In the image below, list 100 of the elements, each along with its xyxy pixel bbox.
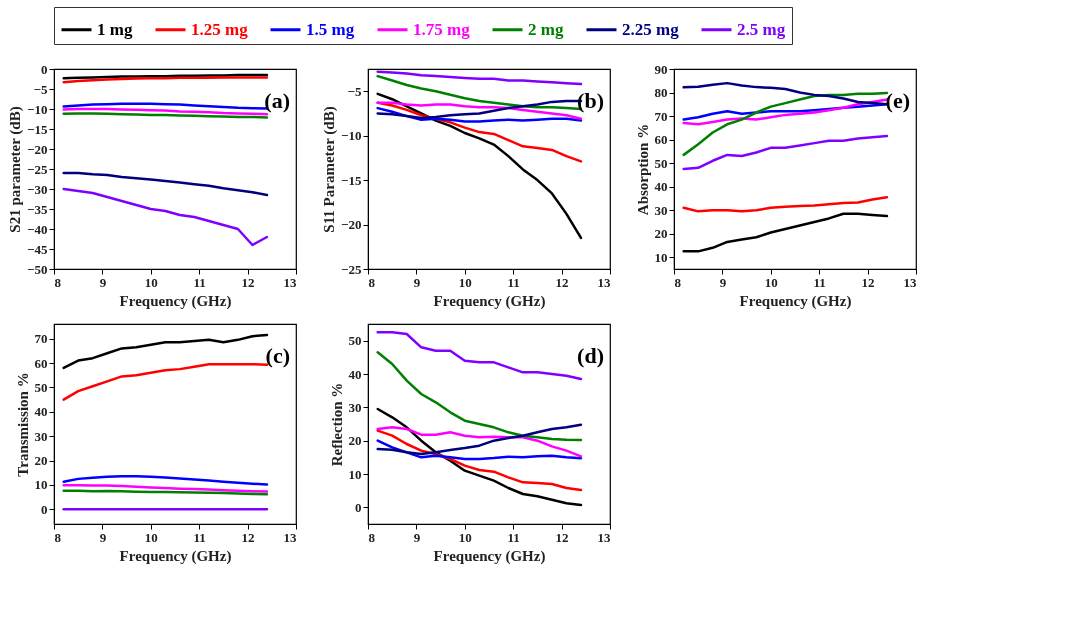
y-tick-label: −15	[27, 121, 48, 137]
x-axis-title: Frequency (GHz)	[433, 292, 546, 310]
legend-label: 1 mg	[97, 19, 133, 39]
y-tick-label: −20	[27, 141, 48, 157]
y-tick-label: −20	[341, 217, 362, 233]
y-tick-label: 20	[34, 453, 48, 469]
line-series	[62, 187, 269, 247]
x-tick-label: 8	[54, 529, 62, 545]
x-tick-label: 9	[719, 274, 727, 290]
line-series	[682, 212, 889, 253]
line-series	[62, 483, 269, 493]
y-tick-label: −10	[341, 128, 362, 144]
annotation: (d)	[577, 343, 604, 368]
legend-label: 1.75 mg	[413, 19, 471, 39]
y-tick-label: 30	[654, 202, 668, 218]
annotation: (b)	[577, 88, 604, 113]
y-tick-label: 30	[348, 399, 362, 415]
line-series	[376, 439, 583, 461]
x-tick-label: 10	[458, 274, 472, 290]
y-tick-label: 0	[41, 61, 48, 77]
x-tick-label: 13	[597, 529, 611, 545]
y-axis-title: Transmission %	[14, 372, 31, 477]
x-axis-title: Frequency (GHz)	[119, 292, 232, 310]
line-series	[62, 474, 269, 486]
y-tick-label: 0	[41, 501, 48, 517]
x-tick-label: 9	[99, 274, 107, 290]
x-tick-label: 13	[283, 529, 297, 545]
y-tick-label: 0	[355, 499, 362, 515]
y-tick-label: −25	[27, 161, 48, 177]
y-tick-label: 50	[348, 333, 362, 349]
y-tick-label: 20	[654, 226, 668, 242]
y-tick-label: 50	[34, 379, 48, 395]
x-axis-title: Frequency (GHz)	[119, 547, 232, 565]
y-tick-label: 10	[348, 466, 362, 482]
y-tick-label: 70	[34, 331, 48, 347]
line-series	[62, 171, 269, 197]
x-axis-title: Frequency (GHz)	[433, 547, 546, 565]
x-tick-label: 11	[507, 529, 520, 545]
y-tick-label: −35	[27, 201, 48, 217]
legend-label: 2.25 mg	[622, 19, 680, 39]
x-tick-label: 8	[54, 274, 62, 290]
x-tick-label: 13	[597, 274, 611, 290]
y-tick-label: −15	[341, 172, 362, 188]
x-tick-label: 11	[507, 274, 520, 290]
y-tick-label: −30	[27, 181, 48, 197]
legend-label: 2 mg	[528, 19, 564, 39]
y-tick-label: 60	[654, 132, 668, 148]
y-tick-label: 80	[654, 85, 668, 101]
x-tick-label: 13	[903, 274, 917, 290]
y-axis-title: Reflection %	[328, 382, 345, 467]
y-axis-title: S21 parameter (dB)	[7, 106, 25, 233]
x-axis-title: Frequency (GHz)	[739, 292, 852, 310]
y-tick-label: 30	[34, 428, 48, 444]
x-tick-label: 9	[99, 529, 107, 545]
x-tick-label: 10	[144, 529, 158, 545]
x-tick-label: 8	[368, 274, 376, 290]
x-tick-label: 11	[813, 274, 826, 290]
x-tick-label: 10	[458, 529, 472, 545]
y-tick-label: 20	[348, 433, 362, 449]
legend-label: 2.5 mg	[737, 19, 786, 39]
x-tick-label: 12	[555, 529, 569, 545]
x-tick-label: 12	[241, 529, 255, 545]
y-tick-label: 10	[34, 477, 48, 493]
y-tick-label: −25	[341, 261, 362, 277]
annotation: (c)	[265, 343, 290, 368]
y-tick-label: −40	[27, 221, 48, 237]
annotation: (a)	[264, 88, 290, 113]
x-tick-label: 10	[144, 274, 158, 290]
y-tick-label: −5	[33, 81, 48, 97]
line-series	[376, 429, 583, 492]
y-tick-label: 50	[654, 155, 668, 171]
y-tick-label: −10	[27, 101, 48, 117]
line-series	[682, 134, 889, 171]
line-series	[376, 70, 583, 86]
y-tick-label: 40	[34, 404, 48, 420]
legend-label: 1.5 mg	[306, 19, 355, 39]
line-series	[682, 195, 889, 213]
x-tick-label: 8	[674, 274, 682, 290]
x-tick-label: 8	[368, 529, 376, 545]
y-tick-label: 40	[654, 179, 668, 195]
y-tick-label: 10	[654, 249, 668, 265]
x-tick-label: 12	[861, 274, 875, 290]
y-tick-label: 60	[34, 355, 48, 371]
x-tick-label: 9	[413, 274, 421, 290]
x-tick-label: 13	[283, 274, 297, 290]
x-tick-label: 12	[241, 274, 255, 290]
y-tick-label: 70	[654, 108, 668, 124]
y-tick-label: −45	[27, 241, 48, 257]
y-tick-label: −50	[27, 261, 48, 277]
x-tick-label: 9	[413, 529, 421, 545]
y-tick-label: 90	[654, 61, 668, 77]
x-tick-label: 11	[193, 274, 206, 290]
x-tick-label: 10	[764, 274, 778, 290]
legend-label: 1.25 mg	[191, 19, 249, 39]
y-axis-title: S11 Parameter (dB)	[321, 106, 339, 233]
y-axis-title: Absorption %	[634, 123, 651, 216]
x-tick-label: 12	[555, 274, 569, 290]
x-tick-label: 11	[193, 529, 206, 545]
y-tick-label: 40	[348, 366, 362, 382]
annotation: (e)	[885, 88, 910, 113]
